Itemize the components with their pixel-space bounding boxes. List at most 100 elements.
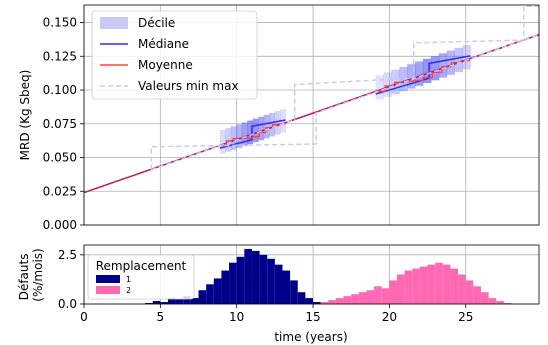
legend-label: Décile xyxy=(138,16,175,30)
bottom-x-tick-label: 15 xyxy=(305,310,320,324)
histogram-bar-1 xyxy=(251,250,260,304)
histogram-bar-2 xyxy=(404,270,413,304)
histogram-bar-2 xyxy=(442,264,451,304)
histogram-bar-1 xyxy=(236,256,245,304)
histogram-bar-1 xyxy=(282,270,291,304)
histogram-bar-2 xyxy=(389,280,398,304)
decile-band xyxy=(430,55,440,81)
histogram-bar-2 xyxy=(435,262,443,304)
top-legend: Décile Médiane Moyenne Valeurs min max xyxy=(91,10,258,100)
histogram-bar-1 xyxy=(305,298,314,304)
decile-band xyxy=(383,72,392,97)
top-plot-frame xyxy=(83,4,540,226)
top-y-axis-label: MRD (Kg Sbeq) xyxy=(18,70,32,161)
bottom-x-tick-label: 25 xyxy=(458,310,473,324)
decile-band xyxy=(247,120,254,145)
top-y-tick-label: 0.025 xyxy=(43,184,77,198)
bottom-legend: Remplacement 1 2 xyxy=(87,254,195,300)
histogram-bar-2 xyxy=(320,302,329,304)
histogram-bar-2 xyxy=(381,288,390,304)
top-legend-box xyxy=(91,10,258,100)
bottom-legend-label: 1 xyxy=(126,275,131,284)
bottom-x-ticks: 0 5 10 15 20 25 xyxy=(80,304,473,324)
histogram-bar-2 xyxy=(351,294,359,304)
histogram-bar-2 xyxy=(419,266,428,304)
histogram-bar-2 xyxy=(480,292,489,304)
bottom-x-tick-label: 5 xyxy=(157,310,165,324)
bottom-y-tick-label: 0.0 xyxy=(58,297,77,311)
histogram-bar-1 xyxy=(267,258,275,304)
legend-label: Valeurs min max xyxy=(138,79,239,93)
histogram-bar-1 xyxy=(190,298,199,304)
top-y-ticks: 0.000 0.025 0.050 0.075 0.100 0.125 0.150 xyxy=(43,16,84,232)
histogram-bar-2 xyxy=(397,274,405,304)
histogram-bar-1 xyxy=(297,292,306,304)
histogram-bar-2 xyxy=(374,286,382,304)
top-y-tick-label: 0.125 xyxy=(43,49,77,63)
bottom-y-tick-label: 2.5 xyxy=(58,248,77,262)
decile-band xyxy=(274,111,281,135)
legend-swatch-decile xyxy=(100,17,128,29)
histogram-bar-1 xyxy=(290,280,298,304)
histogram-bar-1 xyxy=(229,262,237,304)
decile-band xyxy=(225,128,232,152)
median-line xyxy=(375,55,471,95)
bottom-bars xyxy=(145,248,512,304)
bottom-x-tick-label: 10 xyxy=(229,310,244,324)
histogram-bar-2 xyxy=(465,280,474,304)
legend-label: Moyenne xyxy=(138,58,193,72)
minmax-line xyxy=(150,34,540,170)
histogram-bar-1 xyxy=(274,264,283,304)
histogram-bar-1 xyxy=(206,284,214,304)
histogram-bar-1 xyxy=(198,290,207,304)
histogram-bar-2 xyxy=(503,303,512,304)
top-y-tick-label: 0.075 xyxy=(43,117,77,131)
legend-label: Médiane xyxy=(138,37,189,51)
bottom-plot-frame xyxy=(83,244,540,305)
histogram-bar-2 xyxy=(488,298,497,304)
bottom-y-axis-label: Défauts (%/mois) xyxy=(17,248,45,301)
histogram-bar-2 xyxy=(450,268,459,304)
histogram-bar-1 xyxy=(167,298,176,304)
bottom-y-ticks: 0.0 2.5 xyxy=(58,248,84,311)
decile-band xyxy=(252,118,259,143)
decile-band xyxy=(375,75,385,100)
top-y-tick-label: 0.100 xyxy=(43,83,77,97)
bottom-x-tick-label: 20 xyxy=(382,310,397,324)
minmax-line xyxy=(150,5,539,171)
histogram-bar-2 xyxy=(496,301,504,304)
histogram-bar-1 xyxy=(221,270,230,304)
decile-band xyxy=(241,122,248,146)
decile-bands xyxy=(219,45,471,154)
histogram-bar-2 xyxy=(328,300,336,304)
decile-band xyxy=(415,61,424,86)
x-axis-label: time (years) xyxy=(274,330,347,344)
bottom-y-label-line1: Défauts xyxy=(17,254,31,301)
histogram-bar-2 xyxy=(427,264,436,304)
bottom-x-tick-label: 0 xyxy=(80,310,88,324)
histogram-bar-1 xyxy=(145,303,153,304)
bottom-legend-swatch xyxy=(96,286,120,294)
histogram-bar-2 xyxy=(412,268,420,304)
decile-band xyxy=(422,58,432,84)
decile-band xyxy=(236,124,243,148)
median-line xyxy=(219,119,286,149)
histogram-bar-1 xyxy=(259,254,268,304)
histogram-bar-1 xyxy=(244,248,252,304)
decile-band xyxy=(438,53,448,78)
top-y-tick-label: 0.050 xyxy=(43,151,77,165)
bottom-panel: 0.0 2.5 0 5 10 15 20 25 Défauts (%/mois) time … xyxy=(17,244,540,344)
histogram-bar-1 xyxy=(313,302,321,304)
histogram-bar-2 xyxy=(366,290,375,304)
decile-band xyxy=(454,47,463,73)
histogram-bar-2 xyxy=(473,286,481,304)
bottom-y-label-line2: (%/mois) xyxy=(31,248,45,301)
top-series xyxy=(83,5,540,194)
histogram-bar-2 xyxy=(335,298,344,304)
histogram-bar-1 xyxy=(152,301,161,304)
histogram-bar-1 xyxy=(175,299,184,304)
histogram-bar-2 xyxy=(458,274,466,304)
decile-band xyxy=(258,116,265,141)
bottom-legend-label: 2 xyxy=(126,286,131,295)
